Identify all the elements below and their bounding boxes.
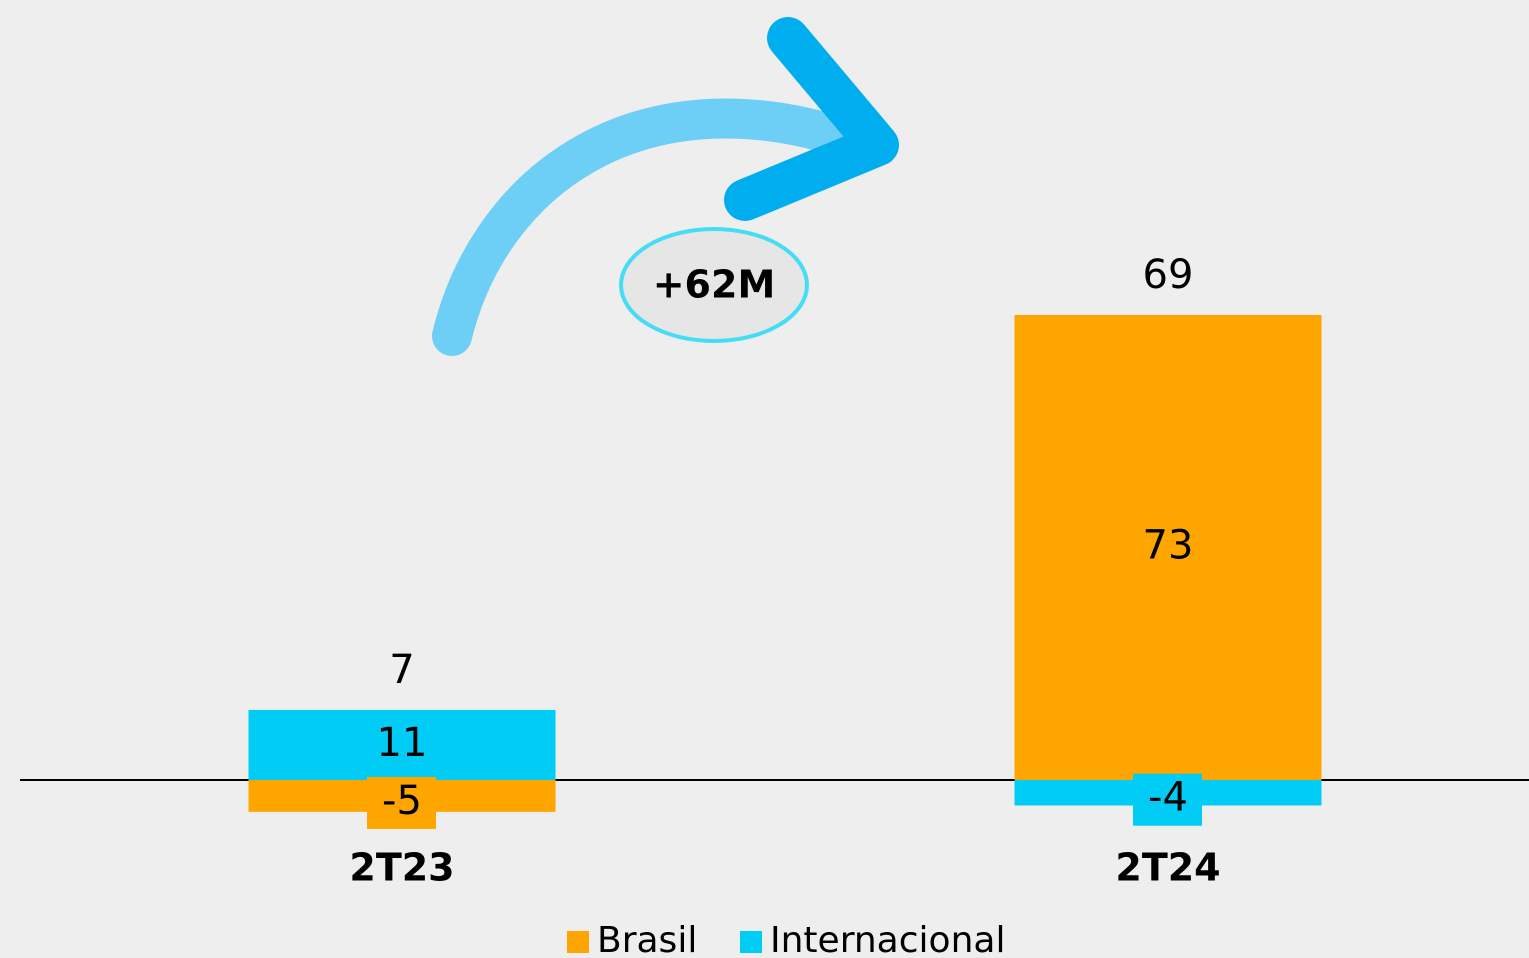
value-label: -5	[382, 778, 422, 824]
legend-label: Internacional	[770, 920, 1005, 958]
annotation: +62M	[653, 263, 776, 307]
x-tick-label: 2T24	[1115, 846, 1220, 890]
total-label: 7	[389, 647, 414, 693]
legend-swatch	[740, 931, 762, 953]
x-tick-label: 2T23	[349, 846, 454, 890]
legend-swatch	[567, 931, 589, 953]
bar-segment	[248, 709, 556, 780]
arrow-head	[724, 17, 899, 221]
total-label: 69	[1143, 252, 1194, 298]
arrow-body	[432, 98, 870, 356]
legend-label: Brasil	[597, 920, 697, 958]
value-label: -4	[1148, 775, 1188, 821]
value-label: 11	[377, 720, 428, 766]
label-box	[367, 776, 436, 829]
bar-segment	[1014, 314, 1322, 780]
value-label: 73	[1143, 522, 1194, 568]
label-box	[1133, 773, 1202, 826]
annotation-badge	[619, 227, 809, 343]
